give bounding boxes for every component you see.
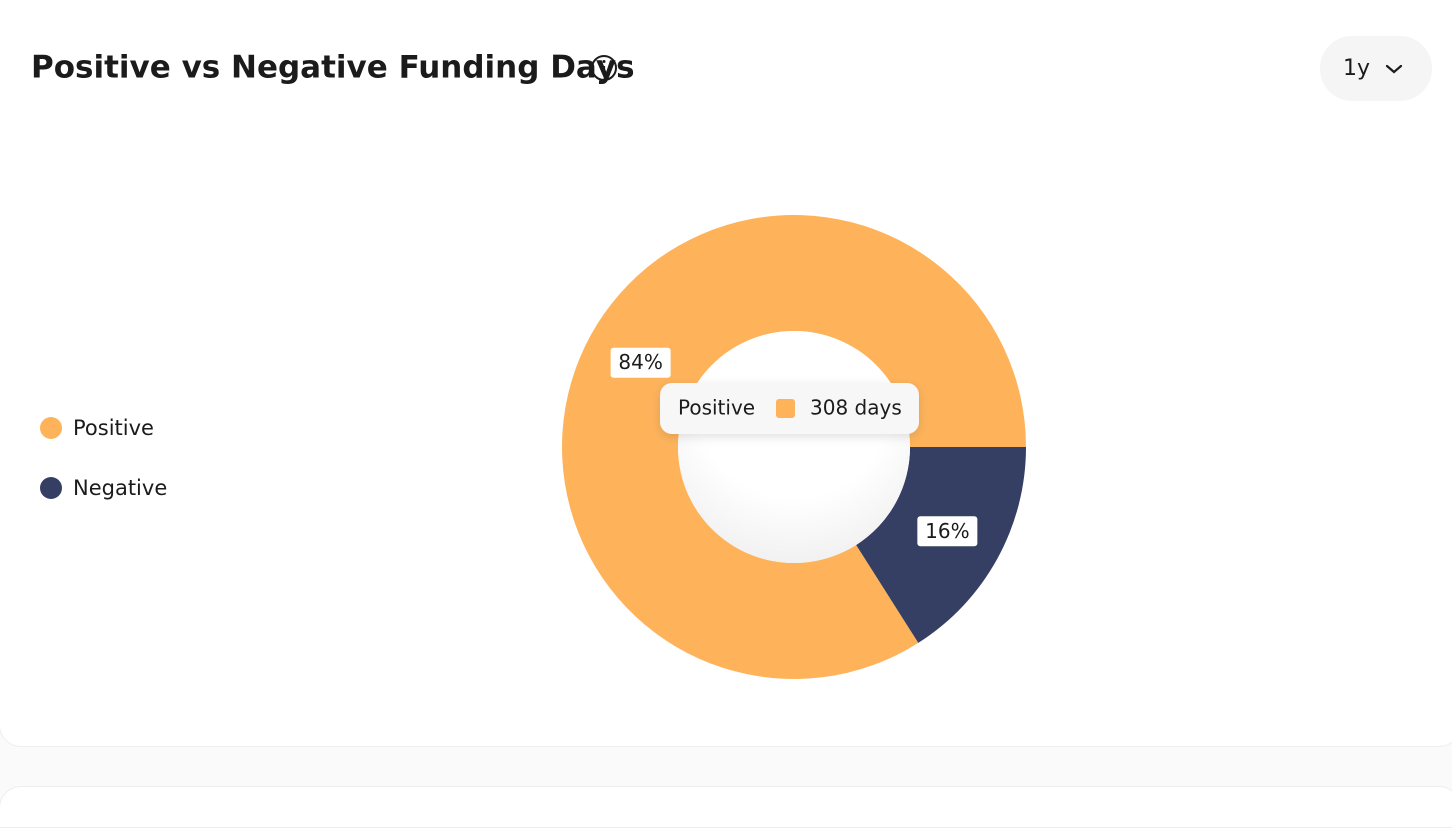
period-dropdown[interactable]: 1y: [1320, 36, 1432, 101]
info-icon[interactable]: [591, 55, 617, 81]
value-label-bg: [610, 347, 671, 378]
legend-swatch: [40, 477, 62, 499]
value-label-bg: [917, 516, 978, 547]
chart: Positive vs Negative Funding Days 1y 84%…: [31, 36, 1432, 680]
legend-swatch: [40, 417, 62, 439]
tooltip-value: 308 days: [810, 396, 902, 420]
donut-hole: [678, 331, 910, 563]
legend-label: Positive: [73, 416, 154, 440]
slice: [562, 214, 1026, 680]
chart-title: Positive vs Negative Funding Days: [31, 50, 635, 86]
next-card: [0, 786, 1452, 828]
period-label: 1y: [1343, 56, 1370, 81]
value-label: 16%: [925, 519, 969, 543]
tooltip-swatch: [776, 399, 795, 418]
value-label: 84%: [618, 350, 662, 374]
tooltip-category: Positive: [678, 396, 755, 420]
legend-label: Negative: [73, 476, 167, 500]
